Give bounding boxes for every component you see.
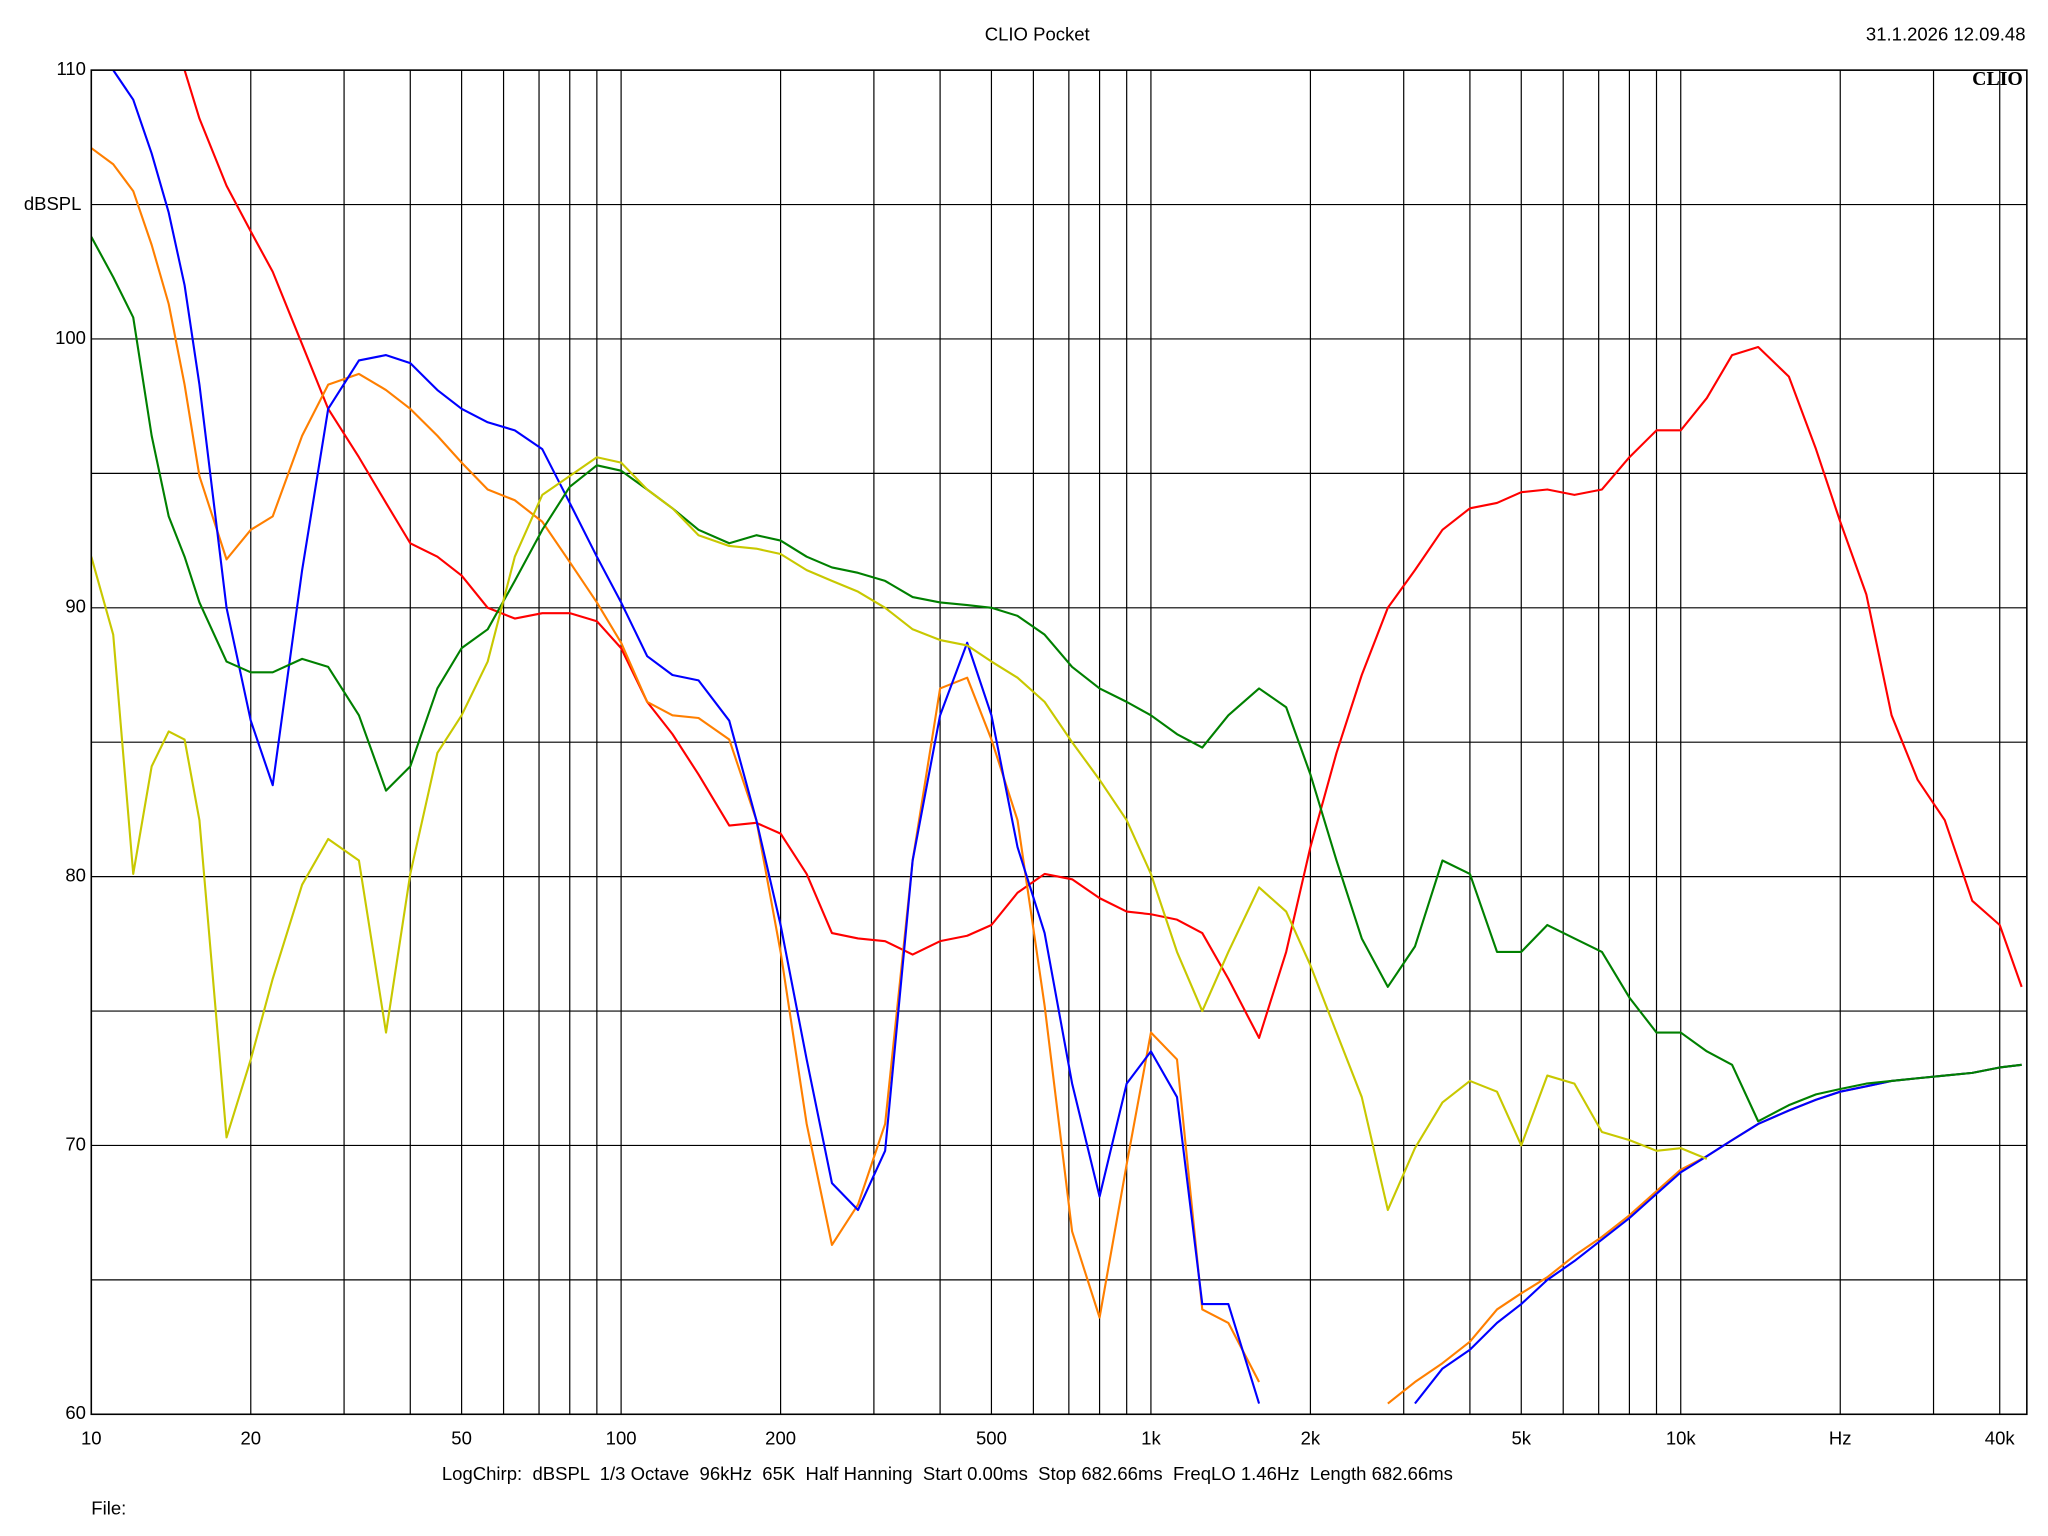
x-tick-label: Hz <box>1829 1427 1852 1448</box>
x-tick-label: 1k <box>1141 1427 1161 1448</box>
chart-title: CLIO Pocket <box>985 24 1091 45</box>
grid <box>90 69 2027 1415</box>
x-tick-label: 20 <box>240 1427 261 1448</box>
y-axis-label: dBSPL <box>24 193 82 214</box>
x-tick-label: 40k <box>1985 1427 2016 1448</box>
x-tick-label: 5k <box>1511 1427 1531 1448</box>
y-tick-label: 70 <box>65 1133 86 1154</box>
y-tick-label: 110 <box>56 58 86 79</box>
x-tick-label: 100 <box>606 1427 637 1448</box>
x-tick-label: 2k <box>1301 1427 1321 1448</box>
logo: CLIO <box>1972 68 2023 90</box>
footer: LogChirp: dBSPL 1/3 Octave 96kHz 65K Hal… <box>442 1463 1453 1484</box>
file-label: File: <box>91 1497 126 1518</box>
x-tick-label: 500 <box>976 1427 1007 1448</box>
x-tick-label: 50 <box>451 1427 472 1448</box>
x-tick-label: 10 <box>81 1427 102 1448</box>
y-tick-label: 60 <box>65 1402 86 1423</box>
plot-frame <box>90 69 2028 1416</box>
response-curve <box>183 70 2023 1039</box>
y-tick-label: 100 <box>55 327 86 348</box>
x-tick-label: 200 <box>765 1427 796 1448</box>
y-tick-label: 90 <box>65 596 86 617</box>
x-tick-label: 10k <box>1666 1427 1697 1448</box>
response-curve <box>91 236 2022 1123</box>
y-tick-label: 80 <box>65 865 86 886</box>
response-curve <box>91 456 1708 1212</box>
plot-area <box>91 70 2023 1405</box>
timestamp: 31.1.2026 12.09.48 <box>1866 24 2026 45</box>
